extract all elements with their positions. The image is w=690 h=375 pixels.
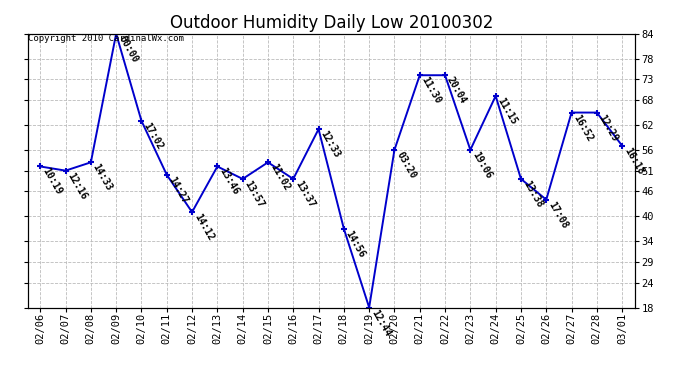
Text: 16:18: 16:18 — [622, 146, 646, 176]
Text: 13:46: 13:46 — [217, 166, 241, 197]
Text: 10:19: 10:19 — [40, 166, 63, 197]
Text: 12:44: 12:44 — [369, 308, 393, 338]
Text: 17:02: 17:02 — [141, 121, 165, 151]
Text: 12:33: 12:33 — [319, 129, 342, 160]
Text: 14:33: 14:33 — [91, 162, 115, 193]
Text: 17:08: 17:08 — [546, 200, 570, 230]
Text: 00:00: 00:00 — [116, 34, 139, 64]
Text: 12:29: 12:29 — [597, 112, 620, 143]
Text: 14:56: 14:56 — [344, 229, 367, 259]
Text: 12:16: 12:16 — [66, 171, 89, 201]
Text: 03:20: 03:20 — [395, 150, 418, 180]
Text: 14:27: 14:27 — [167, 175, 190, 205]
Text: 11:02: 11:02 — [268, 162, 291, 193]
Text: 14:12: 14:12 — [192, 212, 215, 243]
Text: 11:30: 11:30 — [420, 75, 443, 106]
Text: 16:52: 16:52 — [571, 112, 595, 143]
Title: Outdoor Humidity Daily Low 20100302: Outdoor Humidity Daily Low 20100302 — [170, 14, 493, 32]
Text: Copyright 2010 CardinalWx.com: Copyright 2010 CardinalWx.com — [28, 34, 184, 43]
Text: 13:57: 13:57 — [243, 179, 266, 209]
Text: 13:37: 13:37 — [293, 179, 317, 209]
Text: 19:06: 19:06 — [471, 150, 494, 180]
Text: 20:04: 20:04 — [445, 75, 469, 106]
Text: 11:15: 11:15 — [495, 96, 519, 126]
Text: 13:38: 13:38 — [521, 179, 544, 209]
